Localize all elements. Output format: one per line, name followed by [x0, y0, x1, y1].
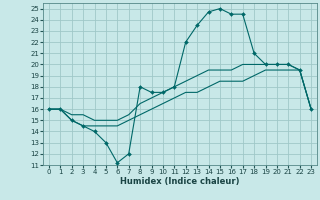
- X-axis label: Humidex (Indice chaleur): Humidex (Indice chaleur): [120, 177, 240, 186]
